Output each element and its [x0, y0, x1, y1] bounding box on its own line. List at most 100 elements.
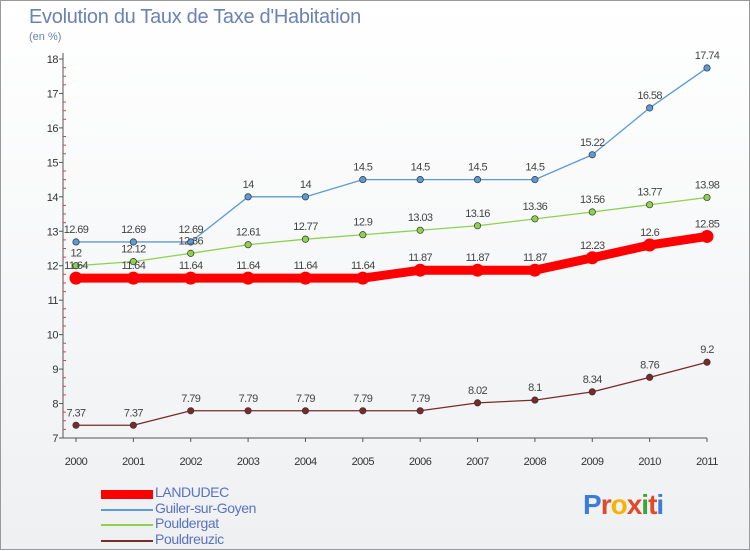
data-point — [129, 238, 137, 246]
data-label: 14.5 — [525, 162, 544, 174]
data-point — [359, 407, 367, 415]
data-label: 13.56 — [580, 194, 605, 206]
data-point — [72, 421, 80, 429]
series-line-Pouldergat — [75, 196, 708, 267]
chart-subtitle: (en %) — [29, 31, 62, 43]
logo-letter: o — [610, 489, 628, 520]
data-point — [359, 176, 367, 184]
data-point — [531, 215, 539, 223]
data-point — [585, 251, 599, 265]
data-point — [72, 262, 80, 270]
data-point — [187, 238, 195, 246]
y-tick-label: 12 — [47, 261, 59, 273]
data-label: 7.79 — [181, 393, 200, 405]
logo-letter: r — [600, 489, 612, 520]
data-label: 14.5 — [411, 162, 430, 174]
data-point — [129, 258, 137, 266]
x-tick-label: 2008 — [524, 456, 547, 468]
data-point — [301, 407, 310, 415]
data-label: 8.1 — [528, 382, 542, 394]
data-label: 13.77 — [637, 187, 662, 199]
data-point — [241, 271, 255, 285]
data-label: 12.12 — [121, 244, 146, 256]
data-point — [471, 263, 485, 277]
data-point — [298, 271, 312, 285]
data-label: 13.36 — [523, 201, 548, 213]
data-point — [301, 235, 310, 243]
data-point — [187, 249, 195, 257]
data-point — [244, 407, 252, 415]
data-point — [416, 176, 424, 184]
x-tick-label: 2007 — [466, 456, 489, 468]
data-label: 7.79 — [296, 393, 315, 405]
data-point — [703, 64, 711, 72]
y-tick-label: 8 — [52, 399, 58, 411]
logo-letter: i — [656, 489, 664, 520]
data-label: 12.85 — [695, 218, 720, 230]
data-point — [588, 151, 596, 159]
x-tick-label: 2002 — [179, 456, 202, 468]
data-label: 12.61 — [236, 227, 261, 239]
series-line-Pouldreuzic — [75, 361, 708, 426]
y-tick-label: 16 — [47, 123, 59, 135]
legend-label: Pouldreuzic — [155, 530, 224, 547]
logo-letter: i — [641, 489, 649, 520]
y-tick-label: 9 — [52, 364, 58, 376]
x-tick-label: 2004 — [294, 456, 317, 468]
data-point — [703, 193, 711, 202]
data-point — [643, 238, 657, 252]
y-tick-label: 18 — [47, 54, 59, 66]
data-label: 16.58 — [637, 90, 662, 102]
data-label: 14 — [243, 179, 255, 191]
data-label: 8.76 — [640, 359, 659, 371]
data-label: 12.77 — [293, 221, 318, 233]
data-label: 11.64 — [236, 260, 260, 272]
data-label: 15.22 — [580, 137, 605, 149]
x-tick-label: 2005 — [352, 456, 375, 468]
data-point — [531, 176, 539, 184]
proxiti-logo: Proxiti — [583, 489, 664, 521]
legend-swatch — [101, 524, 153, 526]
x-tick-label: 2001 — [122, 456, 145, 468]
data-label: 11.87 — [523, 252, 547, 264]
logo-letter: x — [626, 489, 643, 520]
data-point — [413, 263, 427, 277]
data-label: 11.87 — [408, 252, 432, 264]
data-label: 12 — [70, 248, 82, 260]
data-label: 11.87 — [466, 252, 490, 264]
legend-label: LANDUDEC — [155, 484, 229, 500]
data-label: 13.98 — [695, 180, 720, 192]
data-label: 13.16 — [465, 208, 490, 220]
data-point — [473, 222, 482, 230]
data-point — [588, 388, 596, 396]
data-point — [129, 421, 137, 429]
data-label: 14 — [300, 179, 312, 191]
chart-title: Evolution du Taux de Taxe d'Habitation — [29, 6, 361, 28]
series-line-LANDUDEC — [71, 231, 712, 283]
y-tick-label: 10 — [47, 330, 59, 342]
x-tick-label: 2000 — [65, 456, 88, 468]
x-tick-label: 2011 — [696, 456, 718, 468]
data-point — [703, 358, 711, 366]
data-point — [126, 271, 140, 285]
data-label: 7.79 — [353, 393, 372, 405]
y-tick-label: 15 — [47, 157, 59, 169]
data-point — [416, 407, 424, 415]
data-point — [473, 176, 482, 184]
data-point — [646, 373, 654, 381]
data-label: 13.03 — [408, 212, 433, 224]
data-point — [646, 201, 654, 209]
x-tick-label: 2010 — [638, 456, 661, 468]
logo-letter: P — [583, 489, 602, 520]
data-label: 12.69 — [121, 224, 146, 236]
data-point — [473, 399, 482, 407]
data-label: 7.79 — [411, 393, 430, 405]
data-label: 12.36 — [178, 235, 203, 247]
data-point — [187, 407, 195, 415]
legend-label: Guiler-sur-Goyen — [155, 499, 256, 516]
data-label: 11.64 — [64, 260, 88, 272]
data-label: 17.74 — [695, 50, 720, 62]
data-label: 12.6 — [640, 227, 659, 239]
data-label: 11.64 — [179, 260, 203, 272]
